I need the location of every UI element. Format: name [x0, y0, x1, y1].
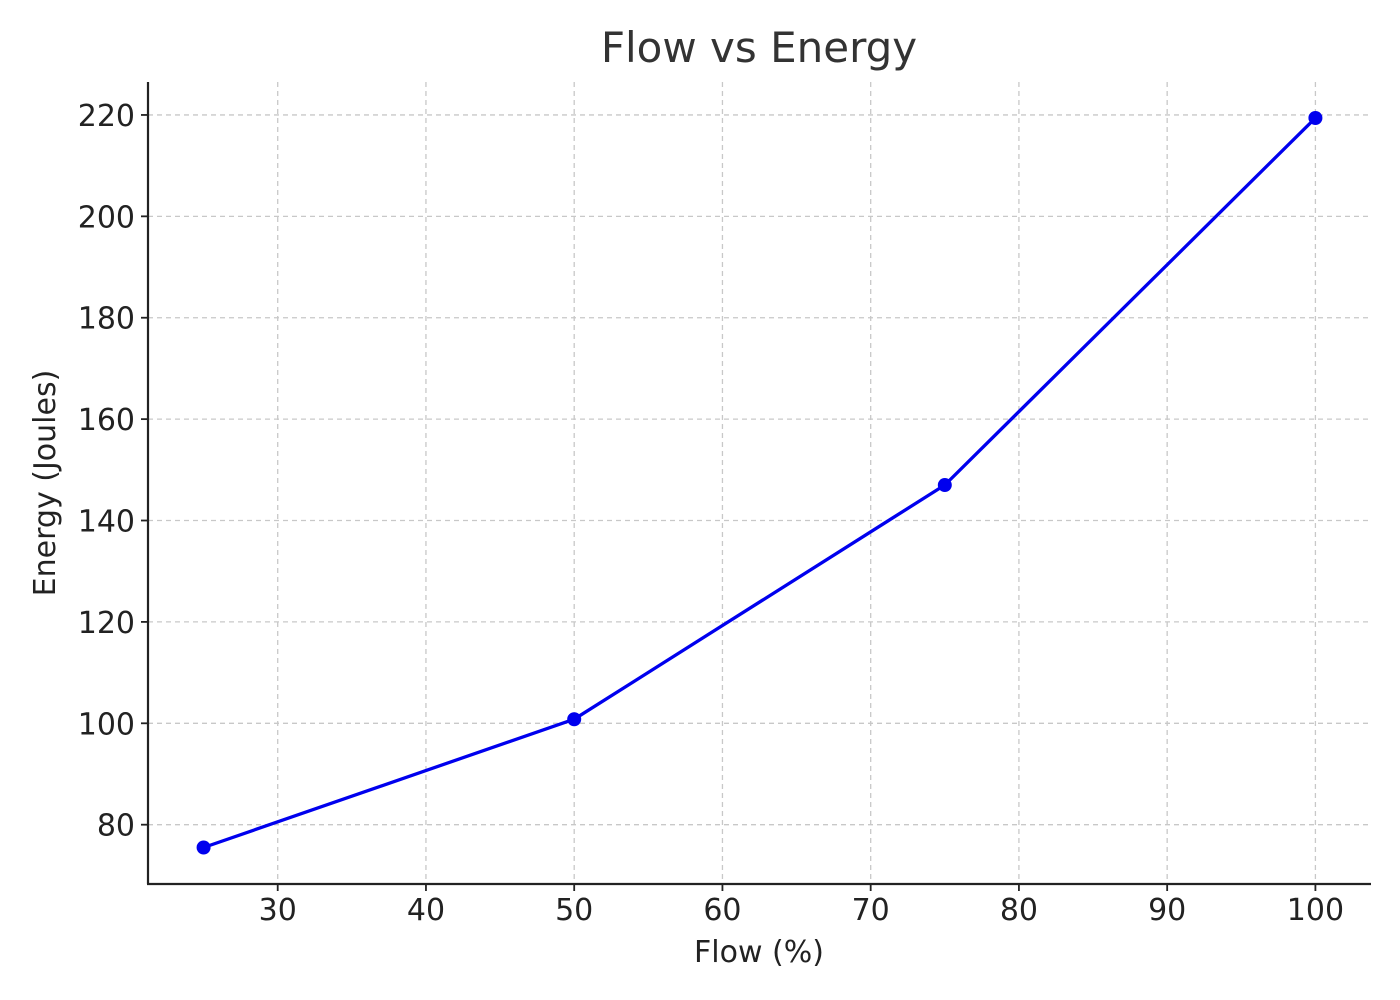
data-point: [567, 712, 582, 727]
x-tick-label: 100: [1287, 893, 1344, 928]
y-tick-label: 200: [78, 200, 135, 235]
y-tick-label: 100: [78, 707, 135, 742]
y-tick-label: 120: [78, 606, 135, 641]
data-point: [1308, 110, 1323, 125]
y-tick-label: 180: [78, 302, 135, 337]
chart-title: Flow vs Energy: [601, 23, 917, 72]
y-tick-label: 220: [78, 99, 135, 134]
data-point: [937, 478, 952, 493]
y-tick-label: 160: [78, 403, 135, 438]
x-tick-label: 40: [407, 893, 445, 928]
data-point: [196, 840, 211, 855]
axes: [146, 82, 1371, 886]
x-tick-label: 70: [852, 893, 890, 928]
y-axis-label: Energy (Joules): [28, 370, 63, 597]
x-tick-label: 80: [1000, 893, 1038, 928]
series-line: [203, 116, 1317, 850]
y-tick-label: 80: [97, 809, 135, 844]
y-tick-label: 140: [78, 505, 135, 540]
x-tick-label: 30: [259, 893, 297, 928]
x-axis-ticks: 30 40 50 60 70 80 90 100: [259, 884, 1344, 928]
x-tick-label: 60: [703, 893, 741, 928]
gridlines: [148, 82, 1371, 884]
x-tick-label: 90: [1148, 893, 1186, 928]
y-axis-ticks: 80 100 120 140 160 180 200 220: [78, 99, 148, 844]
x-tick-label: 50: [555, 893, 593, 928]
data-points: [196, 110, 1323, 855]
x-axis-label: Flow (%): [694, 935, 824, 970]
